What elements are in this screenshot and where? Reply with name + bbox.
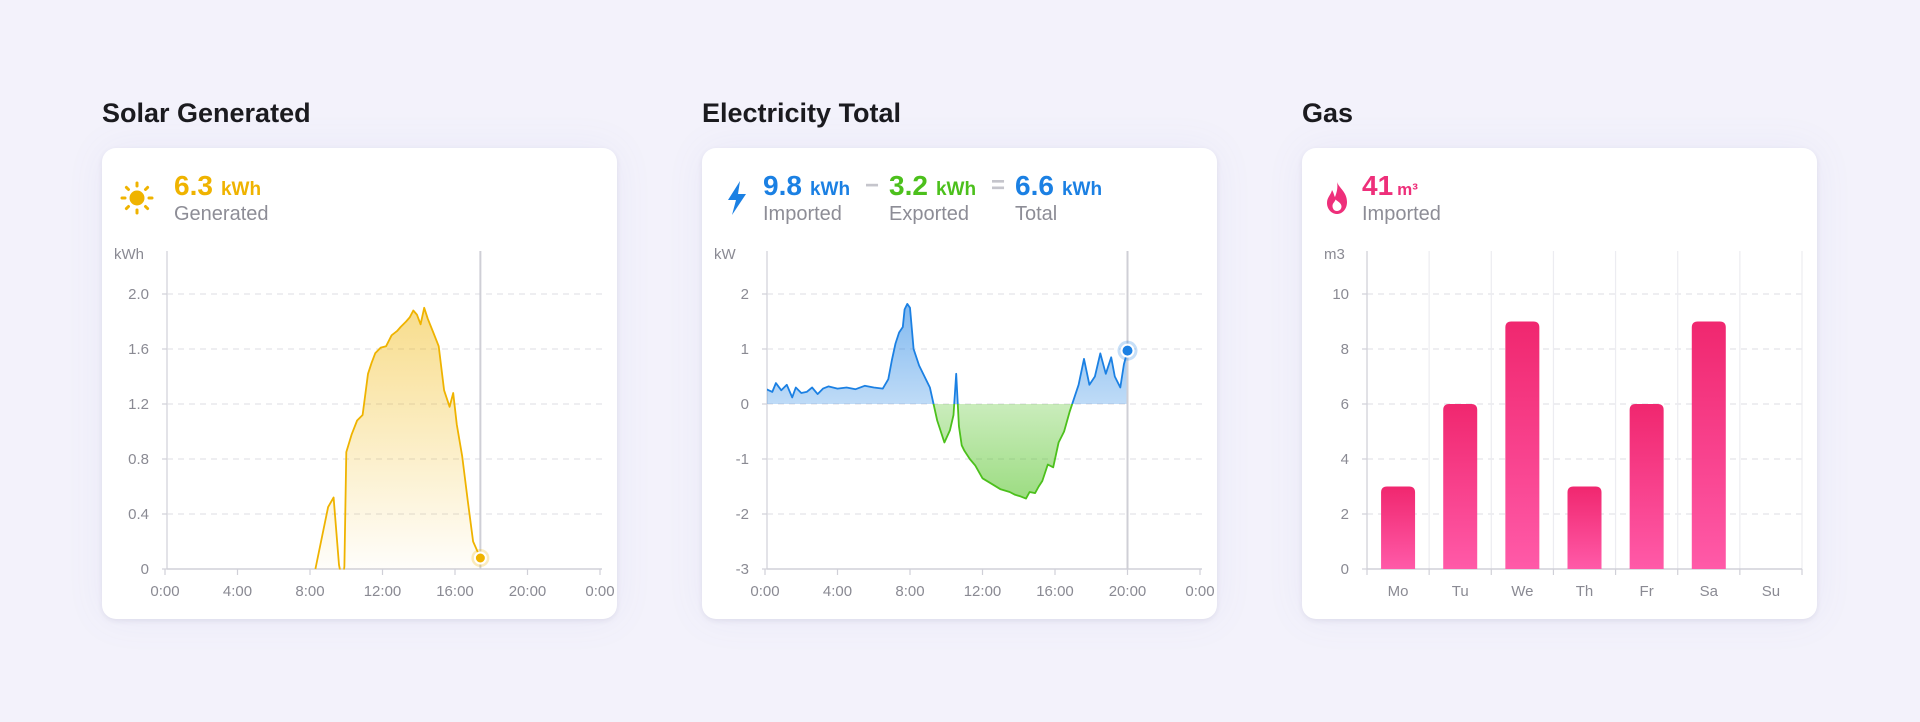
solar-y-tick: 1.6	[128, 341, 149, 358]
solar-y-tick: 0	[141, 561, 149, 578]
total-value: 6.6	[1015, 170, 1054, 201]
gas-x-tick: Mo	[1388, 583, 1409, 600]
imported-value: 9.8	[763, 170, 802, 201]
solar-title: Solar Generated	[102, 98, 311, 128]
gas-x-tick: Fr	[1640, 583, 1654, 600]
electricity-y-tick: -1	[736, 451, 749, 468]
exported-value: 3.2	[889, 170, 928, 201]
gas-y-axis-label: m3	[1324, 246, 1345, 263]
solar-card[interactable]: 6.3 kWh Generated kWh 0 0.4 0.8 1.2 1.6 2.0 0:00…	[102, 148, 617, 619]
gas-y-tick: 2	[1341, 506, 1349, 523]
electricity-x-tick: 12:00	[964, 583, 1002, 600]
gas-y-tick: 10	[1332, 286, 1349, 303]
electricity-cursor-point	[1120, 343, 1135, 358]
gas-y-tick: 4	[1341, 451, 1349, 468]
gas-value: 41	[1362, 170, 1394, 201]
solar-y-tick: 0.4	[128, 506, 149, 523]
solar-value: 6.3	[174, 170, 213, 201]
exported-unit: kWh	[935, 179, 977, 200]
electricity-y-tick: -3	[736, 561, 749, 578]
solar-x-tick: 20:00	[509, 583, 547, 600]
electricity-title: Electricity Total	[702, 98, 902, 128]
solar-y-tick: 2.0	[128, 286, 149, 303]
solar-x-tick: 12:00	[364, 583, 402, 600]
exported-line	[932, 404, 1074, 500]
imported-line	[767, 303, 1129, 404]
gas-title: Gas	[1302, 98, 1354, 128]
solar-x-tick: 16:00	[436, 583, 474, 600]
total-caption: Total	[1015, 203, 1058, 225]
gas-metric: 41 m³ Imported	[1362, 170, 1441, 226]
solar-x-tick: 4:00	[223, 583, 252, 600]
solar-area-fill	[315, 307, 481, 569]
imported-caption: Imported	[763, 203, 842, 225]
solar-chart[interactable]: kWh 0 0.4 0.8 1.2 1.6 2.0 0:00 4:00 8:00 12:00 16:0…	[102, 238, 617, 619]
gas-y-tick: 8	[1341, 341, 1349, 358]
solar-y-tick: 1.2	[128, 396, 149, 413]
electricity-y-tick: 1	[741, 341, 749, 358]
gas-chart[interactable]: m3 0 2 4 6 8 10 Mo Tu We Th Fr Sa Su	[1302, 238, 1817, 619]
bolt-icon	[717, 178, 757, 218]
imported-unit: kWh	[809, 179, 851, 200]
solar-caption: Generated	[174, 203, 269, 225]
electricity-x-tick: 4:00	[823, 583, 852, 600]
gas-y-tick: 0	[1341, 561, 1349, 578]
gas-bar-we	[1505, 321, 1540, 569]
gas-bar-tu	[1443, 404, 1478, 569]
solar-cursor-point	[473, 551, 487, 565]
exported-area-fill	[767, 404, 1128, 499]
electricity-x-tick: 0:00	[750, 583, 779, 600]
solar-y-tick: 0.8	[128, 451, 149, 468]
gas-x-tick: Th	[1576, 583, 1594, 600]
electricity-card[interactable]: 9.8 kWh Imported − 3.2 kWh Exported = 6.6 k…	[702, 148, 1217, 619]
total-metric: 6.6 kWh Total	[1015, 170, 1102, 226]
gas-bar-sa	[1691, 321, 1726, 569]
solar-y-axis-label: kWh	[114, 246, 144, 263]
gas-caption: Imported	[1362, 203, 1441, 225]
sun-icon	[117, 178, 157, 218]
solar-unit: kWh	[220, 179, 262, 200]
gas-unit: m³	[1397, 180, 1418, 199]
gas-y-tick: 6	[1341, 396, 1349, 413]
electricity-x-tick: 8:00	[895, 583, 924, 600]
electricity-y-tick: -2	[736, 506, 749, 523]
gas-bar-fr	[1629, 404, 1664, 569]
imported-metric: 9.8 kWh Imported	[763, 170, 850, 226]
flame-icon	[1317, 178, 1357, 218]
gas-card[interactable]: 41 m³ Imported m3 0 2 4 6 8 10 Mo Tu We Th Fr Sa Su	[1302, 148, 1817, 619]
exported-caption: Exported	[889, 203, 970, 225]
electricity-x-tick: 16:00	[1036, 583, 1074, 600]
gas-x-tick: Tu	[1452, 583, 1469, 600]
electricity-y-tick: 2	[741, 286, 749, 303]
gas-bar-th	[1567, 486, 1602, 569]
solar-x-tick: 8:00	[295, 583, 324, 600]
gas-x-tick: Su	[1762, 583, 1780, 600]
exported-metric: 3.2 kWh Exported	[889, 170, 976, 226]
total-unit: kWh	[1061, 179, 1103, 200]
gas-x-tick: We	[1511, 583, 1533, 600]
imported-area-fill	[767, 303, 1128, 404]
electricity-y-tick: 0	[741, 396, 749, 413]
minus-sign: −	[865, 172, 880, 199]
equals-sign: =	[991, 172, 1006, 199]
electricity-y-axis-label: kW	[714, 246, 737, 263]
electricity-x-tick: 0:00	[1185, 583, 1214, 600]
solar-x-tick: 0:00	[150, 583, 179, 600]
solar-metric: 6.3 kWh Generated	[174, 170, 269, 226]
gas-bar-mo	[1381, 486, 1416, 569]
electricity-x-tick: 20:00	[1109, 583, 1147, 600]
gas-x-tick: Sa	[1700, 583, 1719, 600]
solar-x-tick: 0:00	[585, 583, 614, 600]
solar-line	[314, 306, 482, 570]
